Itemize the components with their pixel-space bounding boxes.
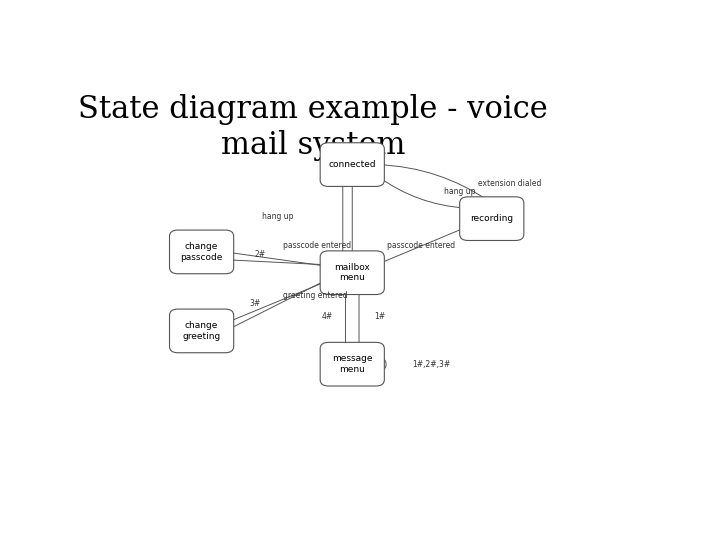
Text: passcode entered: passcode entered: [387, 241, 456, 250]
Text: 1#,2#,3#: 1#,2#,3#: [413, 360, 451, 369]
Text: message
menu: message menu: [332, 354, 372, 374]
Text: 3#: 3#: [249, 299, 260, 308]
FancyBboxPatch shape: [169, 230, 234, 274]
FancyBboxPatch shape: [320, 342, 384, 386]
Text: 1#: 1#: [374, 312, 386, 321]
FancyBboxPatch shape: [169, 309, 234, 353]
Text: hang up: hang up: [444, 187, 476, 196]
Text: recording: recording: [470, 214, 513, 223]
Text: passcode entered: passcode entered: [282, 241, 351, 250]
Text: change
greeting: change greeting: [182, 321, 221, 341]
Text: greeting entered: greeting entered: [282, 291, 347, 300]
Text: State diagram example - voice
mail system: State diagram example - voice mail syste…: [78, 94, 548, 161]
Text: 4#: 4#: [322, 312, 333, 321]
Text: extension dialed: extension dialed: [478, 179, 541, 188]
Text: change
passcode: change passcode: [181, 242, 222, 261]
FancyBboxPatch shape: [320, 143, 384, 186]
Text: hang up: hang up: [262, 212, 294, 221]
FancyBboxPatch shape: [320, 251, 384, 294]
Text: mailbox
menu: mailbox menu: [334, 263, 370, 282]
Text: 2#: 2#: [255, 251, 266, 259]
FancyBboxPatch shape: [459, 197, 524, 240]
Text: connected: connected: [328, 160, 376, 169]
